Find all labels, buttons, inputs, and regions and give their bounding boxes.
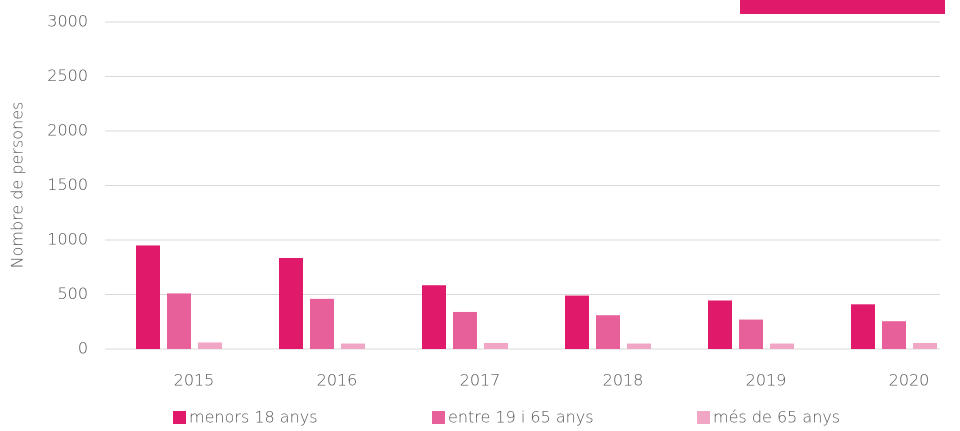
x-tick-label: 2018 (603, 371, 644, 390)
bar (422, 285, 446, 349)
bar (770, 343, 794, 349)
legend-swatch (432, 411, 445, 424)
y-tick-label: 0 (78, 339, 88, 358)
bar (310, 298, 334, 349)
bar (167, 293, 191, 349)
bar (913, 343, 937, 349)
bar (453, 311, 477, 349)
bar (596, 315, 620, 349)
y-tick-label: 500 (57, 284, 88, 303)
bar (739, 319, 763, 349)
bar (708, 300, 732, 349)
x-tick-label: 2017 (460, 371, 501, 390)
bar (198, 342, 222, 349)
y-axis-label: Nombre de persones (8, 102, 27, 269)
x-tick-label: 2016 (317, 371, 358, 390)
y-tick-label: 2500 (47, 66, 88, 85)
legend-label: menors 18 anys (189, 408, 318, 427)
bar (627, 343, 651, 349)
legend-label: més de 65 anys (713, 408, 840, 427)
y-tick-label: 1500 (47, 175, 88, 194)
bar (341, 343, 365, 349)
bar (136, 245, 160, 349)
legend-swatch (697, 411, 710, 424)
legend-label: entre 19 i 65 anys (448, 408, 594, 427)
legend-swatch (173, 411, 186, 424)
y-tick-label: 2000 (47, 121, 88, 140)
bar (882, 321, 906, 349)
header-tab (740, 0, 945, 14)
y-tick-label: 3000 (47, 12, 88, 31)
x-tick-label: 2019 (746, 371, 787, 390)
bar (565, 295, 589, 349)
bar (484, 343, 508, 349)
y-tick-label: 1000 (47, 230, 88, 249)
x-tick-label: 2020 (889, 371, 930, 390)
bar (851, 304, 875, 349)
bar (279, 257, 303, 349)
x-tick-label: 2015 (174, 371, 215, 390)
